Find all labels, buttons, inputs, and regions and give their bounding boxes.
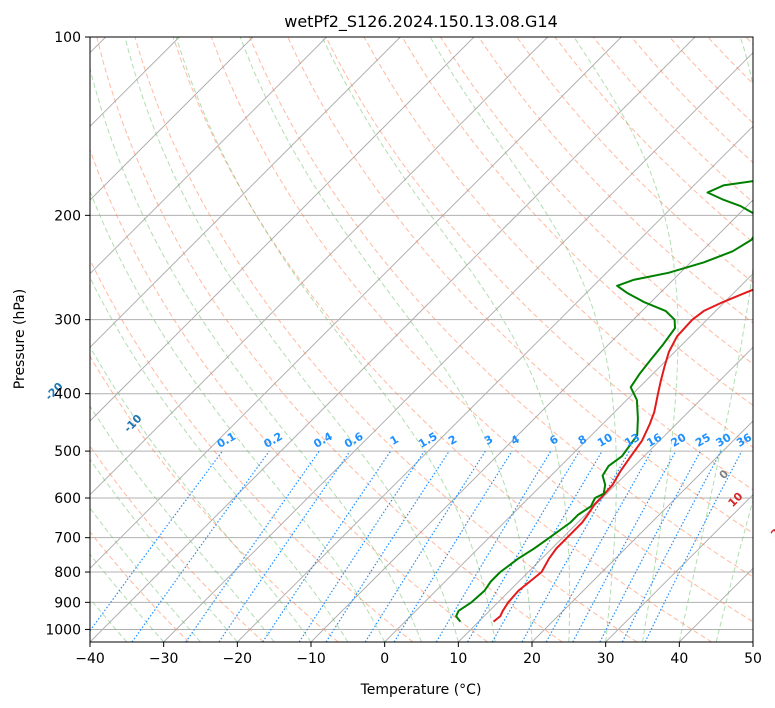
moist-adiabat-line (90, 458, 238, 642)
y-tick-label: 300 (54, 313, 81, 329)
dry-adiabat-line (96, 37, 563, 642)
dry-adiabat-line (439, 37, 753, 365)
y-tick-label: 800 (54, 565, 81, 581)
mixing-ratio-line (185, 450, 320, 642)
isotherm-line (90, 37, 622, 570)
isotherm-line (90, 37, 475, 422)
plot-area (90, 37, 753, 642)
y-tick-label: 100 (54, 30, 81, 46)
y-axis-title: Pressure (hPa) (12, 289, 28, 389)
isotherm-line (90, 37, 328, 275)
mixing-ratio-line (572, 450, 677, 642)
moist-adiabat-line (90, 189, 386, 642)
y-tick-label: 400 (54, 387, 81, 403)
dry-adiabat-line (249, 37, 753, 578)
x-tick-label: 40 (670, 651, 688, 667)
dry-adiabat-line (172, 37, 712, 642)
dry-adiabat-line (134, 37, 638, 642)
dry-adiabat-line (90, 355, 339, 642)
y-tick-label: 1000 (45, 622, 81, 638)
y-tick-label: 200 (54, 208, 81, 224)
plot-frame (89, 36, 754, 643)
mixing-ratio-line (435, 450, 552, 642)
chart-title: wetPf2_S126.2024.150.13.08.G14 (284, 12, 558, 32)
x-tick-label: −30 (149, 651, 179, 667)
moist-adiabats (90, 37, 753, 642)
moist-adiabat-line (239, 37, 533, 642)
isotherm-line (384, 272, 753, 642)
x-tick-label: 50 (744, 651, 762, 667)
mixing-ratio-line (364, 450, 486, 642)
sounding-series (455, 180, 753, 623)
mixing-ratio-line (545, 450, 653, 642)
moist-adiabat-line (90, 276, 349, 642)
moist-adiabat-line (678, 37, 753, 642)
mixing-ratio-line (325, 450, 450, 642)
x-tick-label: −10 (296, 651, 326, 667)
y-tick-label: 900 (54, 595, 81, 611)
dry-adiabats (90, 37, 753, 642)
moist-adiabat-line (429, 37, 617, 642)
x-tick-label: 20 (523, 651, 541, 667)
y-axis-ticks: 100 200 300 400 500 600 700 800 900 1000 (45, 30, 90, 638)
dry-adiabat-line (210, 37, 753, 623)
mixing-ratio-line (599, 450, 702, 642)
x-tick-label: −20 (223, 651, 253, 667)
x-axis-ticks: −40 −30 −20 −10 0 10 20 30 40 50 (75, 642, 762, 667)
moist-adiabat-line (90, 405, 275, 642)
isotherm-line (90, 37, 254, 201)
mixing-ratio-line (644, 450, 743, 642)
moist-adiabat-label: 20 (768, 520, 775, 540)
isotherm-line (163, 51, 753, 642)
mixing-ratio-line (90, 450, 223, 632)
moist-adiabat-line (715, 497, 753, 642)
y-tick-label: 500 (54, 444, 81, 460)
x-tick-label: 0 (380, 651, 389, 667)
dry-adiabat-line (90, 531, 190, 642)
x-axis-title: Temperature (°C) (360, 682, 482, 698)
isotherm-line (90, 37, 549, 496)
mixing-ratio-line (131, 450, 270, 642)
moist-adiabat-line (573, 37, 679, 642)
dry-adiabat-line (90, 258, 414, 642)
moist-adiabat-line (90, 346, 312, 642)
dry-adiabat-line (90, 148, 488, 642)
dry-adiabat-line (401, 37, 753, 406)
mixing-ratio-line (393, 450, 513, 642)
y-tick-label: 700 (54, 531, 81, 547)
y-tick-label: 600 (54, 491, 81, 507)
mixing-ratio-line (298, 450, 425, 642)
x-tick-label: 10 (449, 651, 467, 667)
moist-adiabat-line (90, 66, 422, 642)
dewpoint-profile (455, 180, 753, 623)
dry-adiabat-line (90, 445, 264, 642)
isotherm-line (310, 199, 753, 642)
isotherm-line (236, 125, 753, 642)
isotherm-line (457, 346, 753, 642)
moist-adiabat-line (321, 37, 571, 642)
x-tick-label: 30 (597, 651, 615, 667)
temperature-profile (492, 288, 753, 623)
dry-adiabat-line (325, 37, 753, 491)
moist-adiabat-line (124, 37, 459, 642)
x-tick-label: −40 (75, 651, 105, 667)
isotherm-line (531, 420, 753, 642)
mixing-ratio-line (621, 450, 722, 642)
mixing-ratio-line (262, 450, 392, 642)
isotherm-line (605, 493, 753, 642)
mixing-ratio-line (218, 450, 351, 642)
moist-adiabat-line (175, 37, 496, 642)
